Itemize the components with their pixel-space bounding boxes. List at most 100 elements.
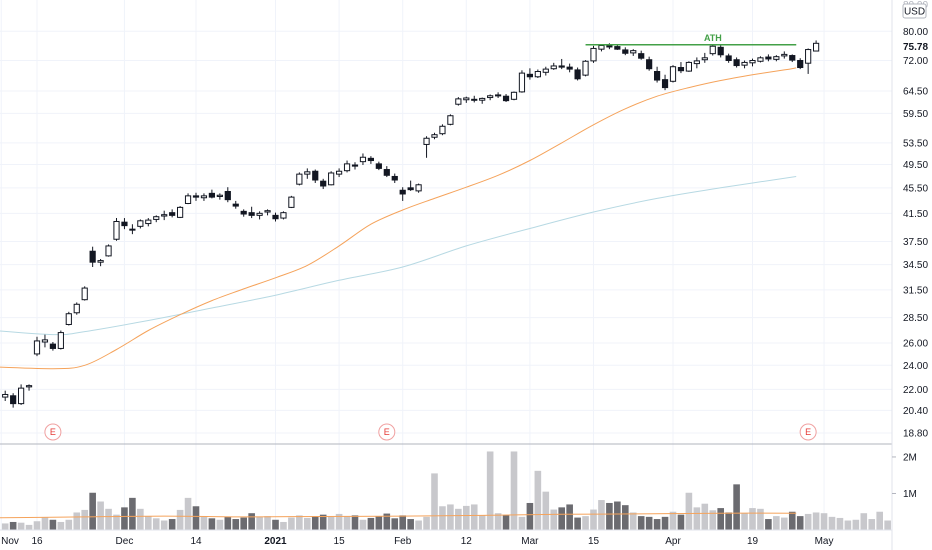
candle-11[interactable] (89, 246, 96, 268)
candle-102[interactable] (813, 40, 820, 52)
candle-9[interactable] (73, 302, 80, 315)
candle-97[interactable] (773, 55, 780, 62)
candle-63[interactable] (502, 94, 510, 102)
candle-18[interactable] (145, 218, 152, 227)
candle-46[interactable] (367, 156, 374, 164)
candle-52[interactable] (415, 183, 422, 193)
candle-83[interactable] (661, 74, 669, 91)
candle-3[interactable] (25, 384, 33, 391)
candle-86[interactable] (685, 61, 692, 72)
candle-25[interactable] (200, 193, 208, 201)
candle-92[interactable] (733, 57, 740, 68)
candle-45[interactable] (359, 153, 367, 166)
candle-26[interactable] (208, 189, 216, 199)
candle-35[interactable] (280, 211, 287, 220)
candle-7[interactable] (57, 330, 64, 350)
candle-67[interactable] (534, 69, 541, 78)
candle-90[interactable] (717, 45, 724, 58)
candle-17[interactable] (137, 219, 144, 229)
candle-98[interactable] (781, 51, 788, 59)
candle-73[interactable] (582, 60, 589, 77)
candle-12[interactable] (97, 259, 104, 267)
candle-80[interactable] (638, 50, 645, 60)
candle-53[interactable] (423, 136, 430, 158)
candle-101[interactable] (805, 48, 812, 74)
candle-68[interactable] (542, 66, 549, 76)
candle-81[interactable] (646, 56, 653, 71)
candle-74[interactable] (590, 45, 597, 63)
candle-56[interactable] (447, 114, 454, 126)
candle-62[interactable] (495, 92, 502, 98)
candle-49[interactable] (391, 173, 398, 183)
candle-13[interactable] (105, 244, 112, 257)
candle-59[interactable] (471, 95, 478, 103)
currency-badge[interactable]: USD (902, 3, 927, 19)
candle-30[interactable] (240, 209, 247, 217)
candle-37[interactable] (296, 172, 303, 186)
candle-22[interactable] (177, 206, 184, 219)
candle-34[interactable] (272, 212, 279, 222)
candle-32[interactable] (256, 211, 263, 220)
candle-20[interactable] (161, 210, 168, 221)
candle-51[interactable] (407, 180, 414, 191)
candle-21[interactable] (169, 209, 176, 218)
candle-6[interactable] (49, 341, 56, 351)
candle-82[interactable] (654, 66, 661, 83)
candle-95[interactable] (757, 56, 764, 63)
candle-31[interactable] (248, 206, 255, 219)
candle-33[interactable] (264, 209, 271, 216)
candle-42[interactable] (336, 168, 343, 178)
candle-2[interactable] (18, 384, 25, 405)
candle-16[interactable] (129, 224, 136, 235)
candle-96[interactable] (765, 54, 772, 62)
candle-29[interactable] (232, 200, 239, 209)
candle-15[interactable] (121, 218, 128, 230)
earnings-marker-0[interactable]: E (44, 423, 62, 441)
candle-55[interactable] (439, 124, 446, 136)
candle-54[interactable] (431, 132, 438, 140)
candle-100[interactable] (797, 58, 804, 70)
earnings-marker-2[interactable]: E (799, 423, 817, 441)
candle-5[interactable] (41, 334, 49, 348)
candle-28[interactable] (224, 187, 231, 203)
candle-61[interactable] (487, 94, 494, 101)
candle-14[interactable] (113, 218, 120, 241)
candle-44[interactable] (351, 162, 359, 170)
candle-88[interactable] (701, 52, 708, 63)
earnings-marker-1[interactable]: E (378, 423, 396, 441)
candle-0[interactable] (2, 390, 9, 401)
candle-85[interactable] (677, 62, 685, 74)
candle-72[interactable] (574, 67, 581, 81)
candle-57[interactable] (455, 97, 462, 106)
candle-79[interactable] (630, 49, 637, 56)
candle-40[interactable] (320, 178, 327, 190)
candle-78[interactable] (622, 47, 629, 56)
candle-50[interactable] (399, 187, 406, 201)
candle-84[interactable] (669, 65, 677, 83)
candle-47[interactable] (375, 161, 382, 171)
candle-89[interactable] (709, 44, 716, 56)
candle-38[interactable] (304, 168, 311, 179)
candle-24[interactable] (192, 192, 200, 201)
candle-10[interactable] (81, 286, 88, 301)
candle-41[interactable] (328, 171, 335, 186)
candle-93[interactable] (741, 60, 748, 69)
candle-4[interactable] (33, 336, 41, 357)
candle-99[interactable] (789, 54, 796, 63)
candle-1[interactable] (10, 393, 17, 408)
candle-66[interactable] (526, 68, 533, 80)
candle-23[interactable] (184, 193, 192, 205)
candle-60[interactable] (479, 97, 486, 104)
candle-36[interactable] (288, 195, 295, 209)
candle-8[interactable] (65, 311, 72, 326)
candle-87[interactable] (693, 57, 700, 69)
candle-91[interactable] (725, 53, 732, 63)
candle-70[interactable] (558, 58, 565, 70)
candle-94[interactable] (749, 58, 756, 67)
candle-69[interactable] (550, 62, 557, 70)
candle-71[interactable] (566, 63, 573, 73)
candle-27[interactable] (216, 193, 223, 200)
candle-64[interactable] (510, 91, 518, 101)
